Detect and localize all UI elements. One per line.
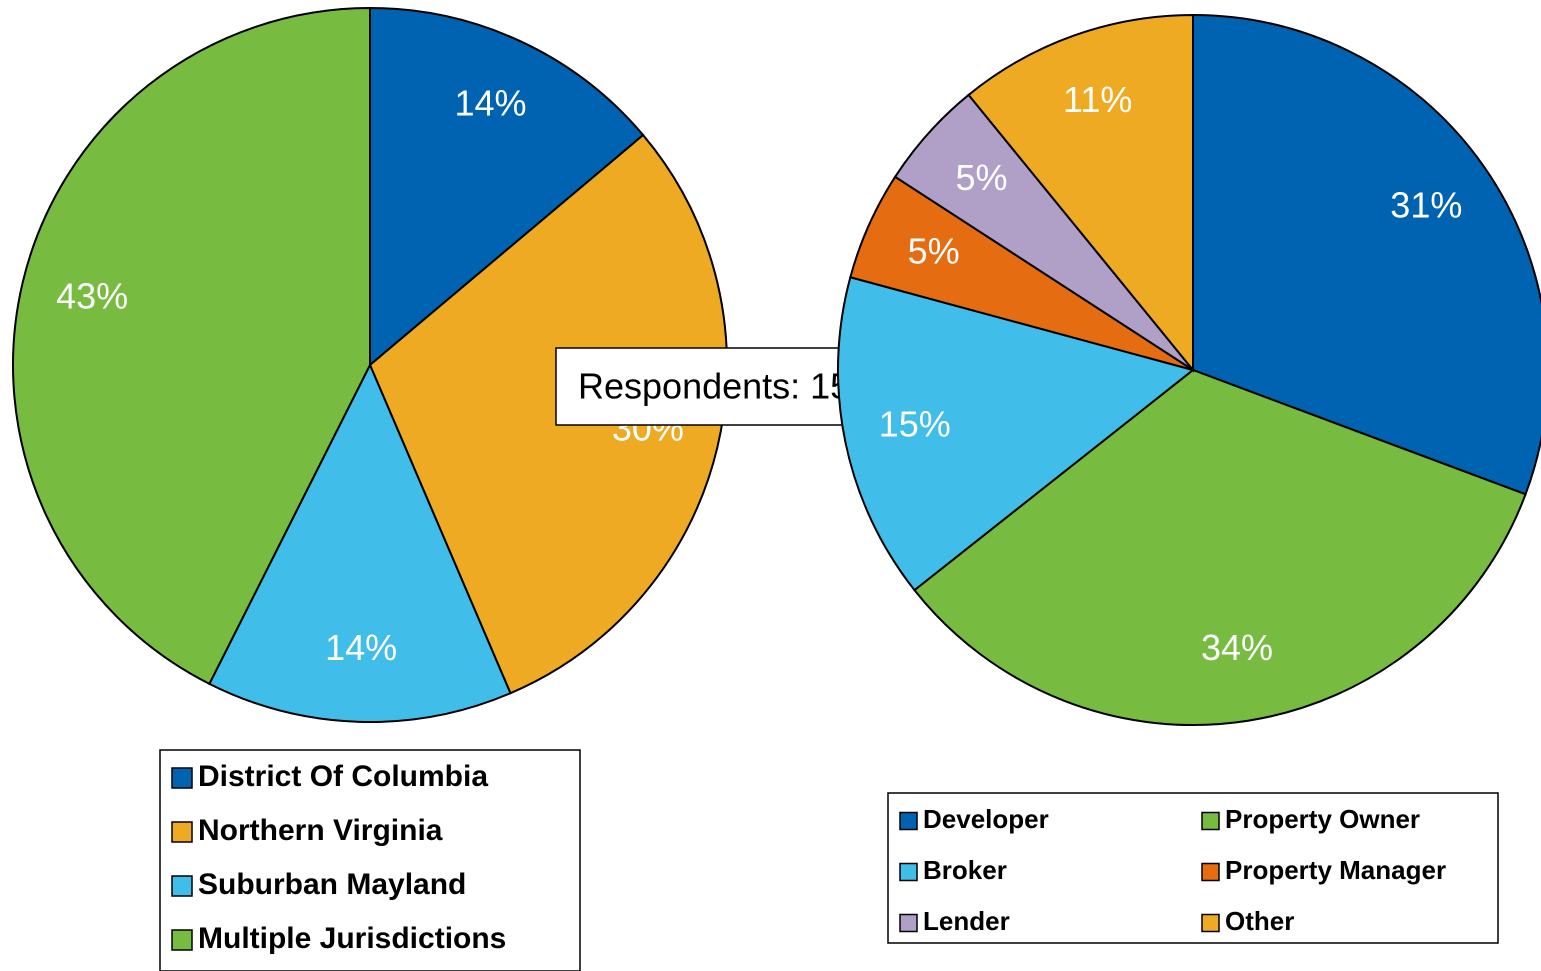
pie-slice xyxy=(368,133,728,695)
slice-label: 43% xyxy=(56,275,128,316)
legend-swatch xyxy=(171,875,193,897)
pie-slice xyxy=(913,368,1527,726)
legend-swatch xyxy=(1201,811,1220,831)
slice-label: 5% xyxy=(956,157,1008,198)
slice-label: 31% xyxy=(1390,185,1462,226)
legend-swatch xyxy=(171,767,193,789)
legend-label: Multiple Jurisdictions xyxy=(198,922,506,955)
legend-swatch xyxy=(899,862,918,882)
pie-slice xyxy=(208,362,512,723)
slice-label: 14% xyxy=(325,627,397,668)
legend-label: Lender xyxy=(923,906,1010,936)
legend-label: Other xyxy=(1225,906,1294,936)
slice-label: 15% xyxy=(879,404,951,445)
slice-label: 5% xyxy=(908,231,960,272)
legend-swatch xyxy=(1201,862,1220,882)
annotation: Respondents: 153 xyxy=(578,366,870,407)
legend-swatch xyxy=(171,929,193,951)
legend-label: Broker xyxy=(923,855,1007,885)
slice-label: 34% xyxy=(1201,627,1273,668)
legend-swatch xyxy=(171,821,193,843)
pie-slice xyxy=(1192,13,1541,496)
pie-slice xyxy=(837,276,1196,592)
legend-box xyxy=(159,749,581,971)
slice-label: 11% xyxy=(1063,79,1132,120)
legend-label: Property Owner xyxy=(1225,804,1420,834)
legend-label: Suburban Mayland xyxy=(198,868,466,901)
legend-label: Northern Virginia xyxy=(198,814,443,847)
pie-slice xyxy=(967,13,1194,373)
legend-label: District Of Columbia xyxy=(198,760,488,793)
pie-slice xyxy=(12,6,371,686)
legend-swatch xyxy=(1201,913,1220,933)
slice-label: 14% xyxy=(454,83,526,124)
legend-label: Developer xyxy=(923,804,1049,834)
legend-box xyxy=(887,792,1499,944)
legend-label: Property Manager xyxy=(1225,855,1446,885)
legend-swatch xyxy=(899,811,918,831)
pie-slice xyxy=(369,6,645,368)
legend-swatch xyxy=(899,913,918,933)
